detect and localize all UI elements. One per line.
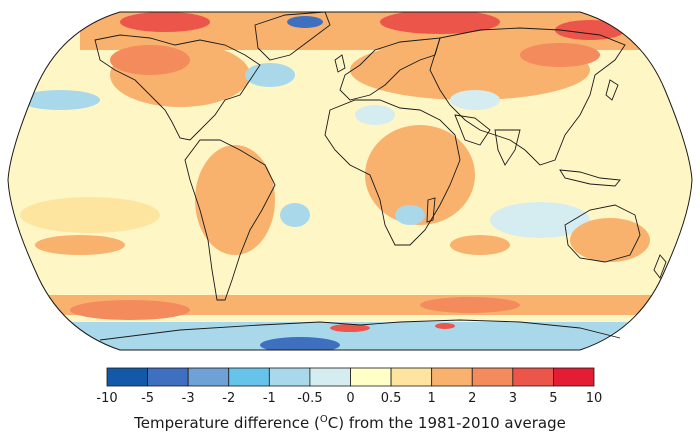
legend-swatch [512,367,554,387]
legend-swatch [553,367,595,387]
legend: -10 -5 -3 -2 -1 -0.5 0 0.5 1 2 3 5 10 Temperature di… [0,362,700,443]
alaska-warm [110,45,190,75]
new-zealand-coast [653,254,667,279]
north-america-coast [94,34,261,141]
siberia-hot-region [380,12,500,34]
legend-caption: Temperature difference (OC) from the 198… [133,414,566,432]
legend-svg: -10 -5 -3 -2 -1 -0.5 0 0.5 1 2 3 5 10 Temperature di… [96,367,602,432]
east-siberia-hot-region [555,20,625,40]
legend-swatch [390,367,433,387]
globe-outline [7,11,693,351]
central-asia-cool [450,90,500,110]
greenland-coast [254,11,331,61]
antarctica-coast [99,319,621,341]
legend-tick-label: 2 [468,391,476,406]
africa-warm [365,125,475,225]
madagascar-coast [426,197,436,223]
legend-tick-label: 10 [586,391,603,406]
greenland-cold-spot [287,16,323,28]
southern-indian-warm [420,297,520,313]
east-asia-warm [520,43,600,67]
australia-coast [564,204,641,263]
north-pacific-cool [20,90,100,110]
asia-coast [429,27,626,166]
legend-swatch [187,367,230,387]
japan-coast [605,79,619,101]
legend-tick-label: 3 [509,391,517,406]
indonesia-coast [559,169,621,187]
antarctic-hot-spot [435,323,455,329]
north-atlantic-cool [245,63,295,87]
legend-tick-label: -2 [222,391,235,406]
legend-color-bar [106,367,595,387]
south-pacific-warm [35,235,125,255]
uk-coast [334,54,346,73]
coastlines [94,11,667,341]
temperature-anomaly-map [7,11,693,351]
legend-tick-label: -10 [96,391,117,406]
sahara-cool [355,105,395,125]
anomaly-field [8,12,692,350]
legend-tick-label: 0 [346,391,354,406]
south-america-warm [195,145,275,255]
east-pacific-warm [20,197,160,233]
africa-coast [324,99,461,246]
legend-tick-label: -5 [141,391,154,406]
legend-swatch [431,367,473,387]
south-indian-warm [450,235,510,255]
legend-tick-label: -0.5 [297,391,322,406]
canadian-arctic-hot-region [120,12,210,32]
legend-tick-label: -1 [263,391,276,406]
legend-tick-label: 5 [549,391,557,406]
australia-warm [570,218,650,262]
legend-swatch [147,367,189,387]
southern-pacific-warm [70,300,190,320]
antarctic-cold-spot [260,337,340,350]
legend-swatch [268,367,311,387]
legend-swatch [471,367,514,387]
india-coast [494,129,521,166]
world-map-svg [7,11,693,351]
legend-swatch [228,367,270,387]
indian-ocean-cool [490,202,590,238]
legend-tick-label: 0.5 [381,391,402,406]
legend-swatch [106,367,148,387]
south-atlantic-cool [280,203,310,227]
legend-tick-labels: -10 -5 -3 -2 -1 -0.5 0 0.5 1 2 3 5 10 [96,391,602,406]
legend-tick-label: -3 [182,391,195,406]
legend-swatch [350,367,392,387]
legend-swatch [309,367,351,387]
antarctic-peninsula-hot [330,324,370,332]
southern-africa-cool [395,205,425,225]
south-america-coast [184,139,276,301]
arabia-coast [454,114,491,146]
legend-tick-label: 1 [428,391,436,406]
